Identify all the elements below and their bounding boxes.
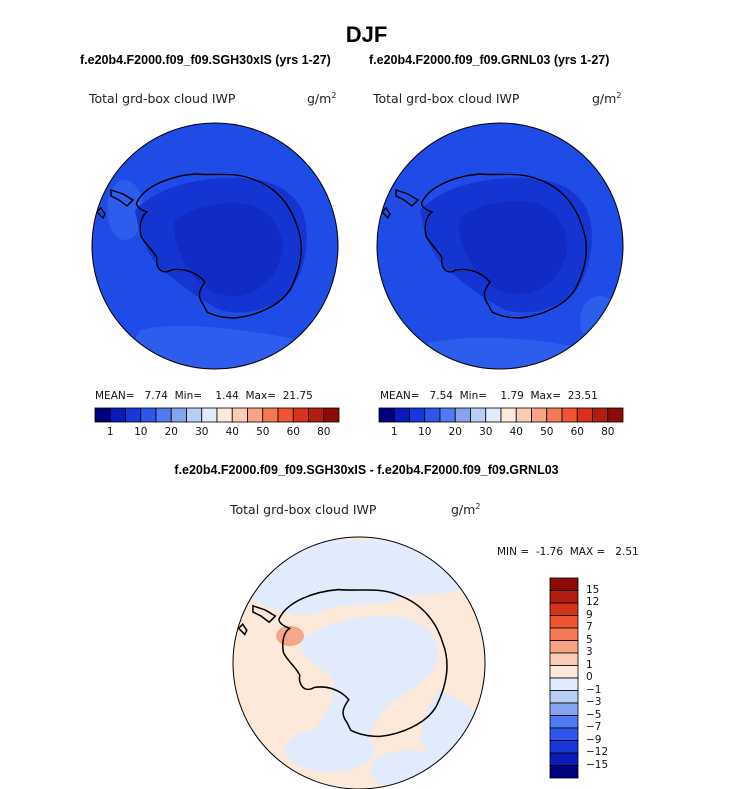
panel-right-case-title: f.e20b4.F2000.f09_f09.GRNL03 (yrs 1-27) — [369, 53, 610, 67]
diff-colorbar-swatch — [549, 702, 579, 716]
diff-colorbar-tick-label: 9 — [586, 608, 593, 621]
diff-colorbar-swatch — [549, 665, 579, 679]
panel-right-colorbar-tick-label: 40 — [509, 426, 523, 438]
panel-left-colorbar-tick-label: 20 — [164, 426, 178, 438]
diff-colorbar-swatch — [549, 640, 579, 654]
diff-colorbar-swatch — [549, 752, 579, 766]
panel-left-colorbar-tick-label: 50 — [256, 426, 270, 438]
diff-colorbar-tick-label: 5 — [586, 633, 593, 646]
diff-colorbar-swatch — [549, 577, 579, 591]
panel-left-field-very-low — [174, 203, 283, 297]
panel-left-colorbar-swatch — [323, 407, 340, 423]
panel-left-map-border — [91, 122, 339, 370]
panel-right-colorbar-tick-label: 20 — [448, 426, 462, 438]
diff-stats: MIN = -1.76 MAX = 2.51 — [497, 546, 639, 558]
diff-units: g/m2 — [451, 502, 481, 518]
panel-right-variable-label: Total grd-box cloud IWP — [373, 91, 520, 106]
diff-colorbar-swatch — [549, 765, 579, 779]
panel-right-stats: MEAN= 7.54 Min= 1.79 Max= 23.51 — [380, 390, 598, 402]
diff-colorbar-swatch — [549, 715, 579, 729]
diff-variable-label: Total grd-box cloud IWP — [230, 502, 377, 517]
diff-colorbar-tick-label: −15 — [586, 758, 609, 771]
diff-title: f.e20b4.F2000.f09_f09.SGH30xIS - f.e20b4… — [174, 463, 559, 477]
panel-right-map-border — [376, 122, 624, 370]
diff-colorbar-swatch — [549, 627, 579, 641]
diff-colorbar-tick-label: −1 — [586, 683, 602, 696]
diff-map-border — [232, 536, 486, 789]
diff-colorbar-swatch — [549, 590, 579, 604]
diff-field-negative-north — [238, 540, 480, 616]
panel-left-colorbar-tick-label: 60 — [286, 426, 300, 438]
panel-left-units: g/m2 — [307, 91, 337, 107]
season-title: DJF — [345, 22, 388, 47]
diff-colorbar-tick-label: 0 — [586, 671, 593, 683]
diff-colorbar-swatch — [549, 740, 579, 754]
diff-colorbar-swatch — [549, 727, 579, 741]
panel-left-case-title: f.e20b4.F2000.f09_f09.SGH30xIS (yrs 1-27… — [80, 53, 331, 67]
panel-right-colorbar-tick-label: 10 — [418, 426, 432, 438]
diff-colorbar-tick-label: 1 — [586, 658, 593, 671]
diff-colorbar-tick-label: −9 — [586, 733, 602, 746]
panel-right-colorbar-tick-label: 1 — [390, 426, 398, 438]
diff-colorbar-tick-label: 12 — [586, 596, 600, 608]
diff-colorbar-swatch — [549, 652, 579, 666]
panel-right-units: g/m2 — [592, 91, 622, 107]
panel-right-colorbar-tick-label: 30 — [479, 426, 493, 438]
panel-left-variable-label: Total grd-box cloud IWP — [89, 91, 236, 106]
panel-right-colorbar-tick-label: 50 — [540, 426, 554, 438]
panel-right-field-higher — [400, 337, 620, 369]
diff-colorbar-swatch — [549, 615, 579, 629]
panel-left-colorbar-tick-label: 80 — [317, 426, 331, 438]
panel-right-colorbar-tick-label: 80 — [601, 426, 615, 438]
panel-right-field-very-low — [459, 201, 568, 295]
diff-colorbar-swatch — [549, 602, 579, 616]
diff-field-negative-south — [285, 728, 375, 772]
panel-left-stats: MEAN= 7.74 Min= 1.44 Max= 21.75 — [95, 390, 313, 402]
panel-left-colorbar-tick-label: 1 — [106, 426, 114, 438]
panel-right-colorbar-swatch — [607, 407, 624, 423]
diff-colorbar-tick-label: −5 — [586, 708, 602, 721]
diff-colorbar-swatch — [549, 677, 579, 691]
diff-colorbar-tick-label: −3 — [586, 696, 602, 708]
diff-colorbar-tick-label: 3 — [586, 646, 593, 658]
panel-right-colorbar-tick-label: 60 — [570, 426, 584, 438]
diff-colorbar-tick-label: 15 — [586, 583, 600, 596]
diff-colorbar-swatch — [549, 690, 579, 704]
diff-colorbar-tick-label: 7 — [586, 621, 593, 633]
diff-colorbar-tick-label: −12 — [586, 746, 609, 758]
panel-left-colorbar-tick-label: 40 — [225, 426, 239, 438]
panel-left-colorbar-tick-label: 10 — [134, 426, 148, 438]
panel-left-colorbar-tick-label: 30 — [195, 426, 209, 438]
diff-colorbar-tick-label: −7 — [586, 721, 602, 733]
panel-left-field-higher-2 — [107, 180, 143, 240]
